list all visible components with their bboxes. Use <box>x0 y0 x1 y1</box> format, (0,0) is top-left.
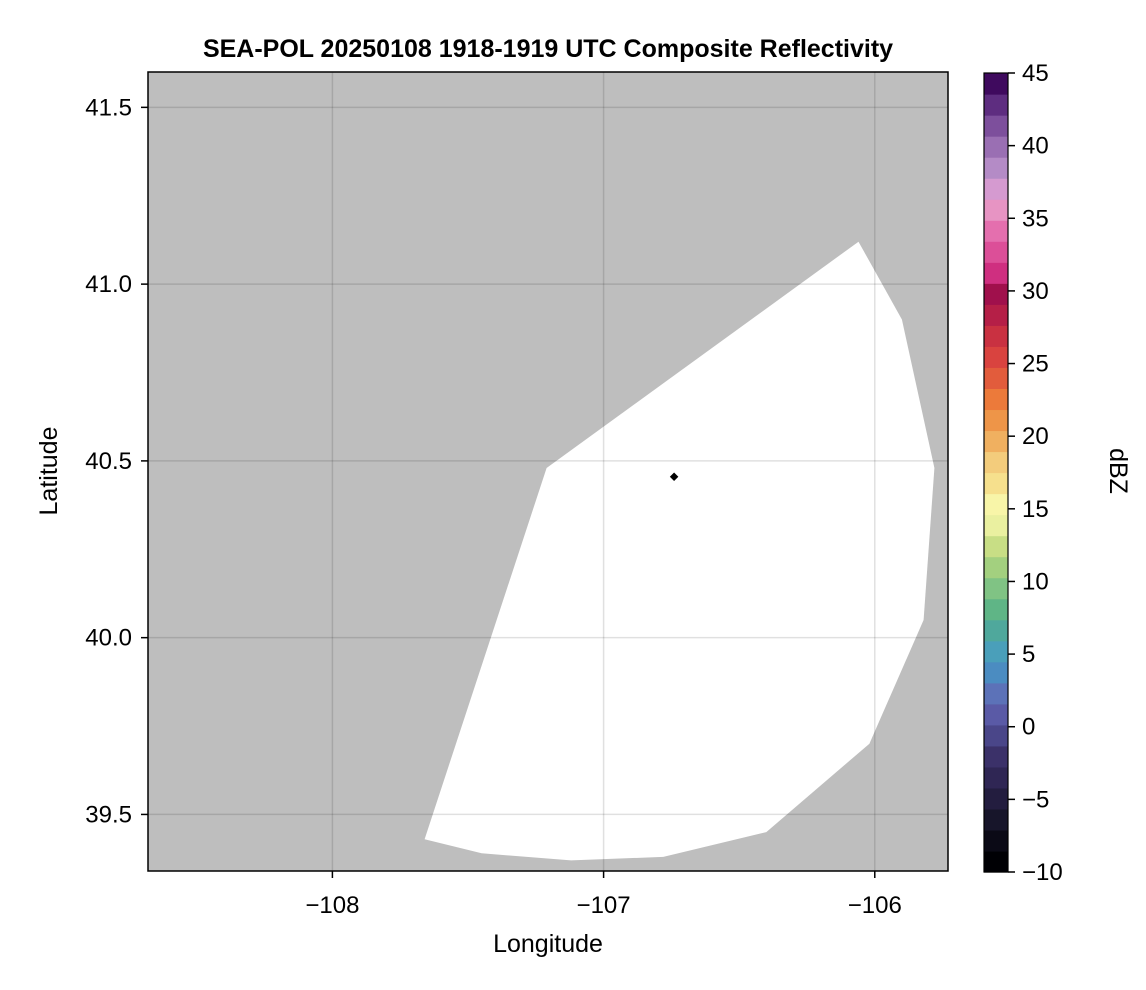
colorbar-tick-label: 15 <box>1022 496 1049 523</box>
colorbar-bin <box>984 409 1008 432</box>
y-tick-label: 40.0 <box>85 625 132 652</box>
colorbar-bin <box>984 619 1008 642</box>
colorbar-bin <box>984 787 1008 810</box>
colorbar-tick-label: 0 <box>1022 714 1035 741</box>
colorbar-frame <box>983 72 1009 873</box>
colorbar-bin <box>984 850 1008 873</box>
x-tick-label: −108 <box>305 892 359 919</box>
colorbar <box>983 72 1009 873</box>
colorbar-bin <box>984 73 1008 95</box>
colorbar-bin <box>984 493 1008 516</box>
colorbar-bin <box>984 325 1008 347</box>
colorbar-tick-label: −5 <box>1022 786 1049 813</box>
plot-frame <box>147 71 949 872</box>
colorbar-bin <box>984 640 1008 663</box>
chart-title: SEA-POL 20250108 1918-1919 UTC Composite… <box>203 35 893 63</box>
y-tick-label: 41.5 <box>85 94 132 121</box>
colorbar-bin <box>984 346 1008 368</box>
radar-coverage-area <box>424 241 935 861</box>
grid-lines <box>148 72 948 871</box>
colorbar-bin <box>984 556 1008 579</box>
colorbar-ticks: −10 −5 0 5 10 15 20 25 30 35 40 45 <box>1008 60 1063 886</box>
colorbar-bin <box>984 682 1008 705</box>
colorbar-bin <box>984 262 1008 284</box>
x-tick-label: −107 <box>577 892 631 919</box>
y-tick-label: 40.5 <box>85 448 132 475</box>
colorbar-bin <box>984 304 1008 326</box>
colorbar-tick-label: 20 <box>1022 423 1049 450</box>
colorbar-bin <box>984 703 1008 726</box>
colorbar-bin <box>984 283 1008 305</box>
colorbar-bin <box>984 199 1008 221</box>
colorbar-tick-label: 10 <box>1022 568 1049 595</box>
colorbar-bin <box>984 829 1008 852</box>
colorbar-tick-label: 5 <box>1022 641 1035 668</box>
colorbar-tick-label: −10 <box>1022 859 1063 886</box>
x-axis-label: Longitude <box>493 930 603 958</box>
colorbar-tick-label: 35 <box>1022 205 1049 232</box>
colorbar-bin <box>984 598 1008 621</box>
colorbar-bin <box>984 94 1008 116</box>
colorbar-tick-label: 45 <box>1022 60 1049 87</box>
x-axis-ticks: −108 −107 −106 <box>305 871 902 919</box>
colorbar-bin <box>984 766 1008 789</box>
y-tick-label: 41.0 <box>85 271 132 298</box>
colorbar-bin <box>984 724 1008 747</box>
radar-site-marker <box>669 472 679 482</box>
colorbar-bin <box>984 388 1008 411</box>
colorbar-bin <box>984 136 1008 158</box>
colorbar-tick-label: 30 <box>1022 278 1049 305</box>
colorbar-bin <box>984 241 1008 263</box>
colorbar-bin <box>984 808 1008 831</box>
colorbar-bin <box>984 115 1008 137</box>
colorbar-bin <box>984 472 1008 495</box>
colorbar-bin <box>984 514 1008 537</box>
y-axis-ticks: 39.5 40.0 40.5 41.0 41.5 <box>85 94 148 828</box>
y-tick-label: 39.5 <box>85 801 132 828</box>
colorbar-bin <box>984 745 1008 768</box>
colorbar-tick-label: 25 <box>1022 351 1049 378</box>
colorbar-bin <box>984 157 1008 179</box>
colorbar-label: dBZ <box>1104 448 1132 494</box>
colorbar-bin <box>984 451 1008 474</box>
y-axis-label: Latitude <box>35 427 63 516</box>
colorbar-bin <box>984 661 1008 684</box>
x-tick-label: −106 <box>848 892 902 919</box>
colorbar-bin <box>984 535 1008 558</box>
colorbar-bin <box>984 430 1008 453</box>
colorbar-tick-label: 40 <box>1022 133 1049 160</box>
colorbar-bin <box>984 367 1008 389</box>
colorbar-bin <box>984 178 1008 200</box>
colorbar-bin <box>984 577 1008 600</box>
colorbar-bin <box>984 220 1008 242</box>
